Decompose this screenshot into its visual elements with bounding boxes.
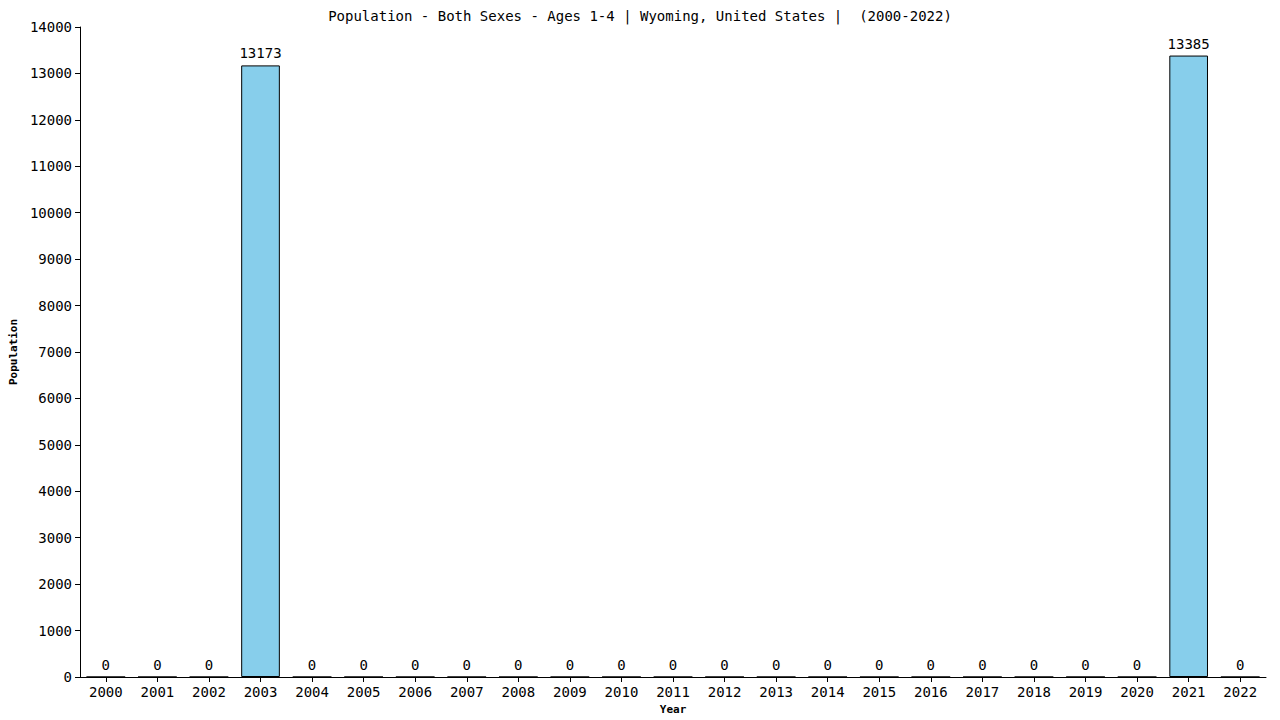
svg-text:0: 0: [359, 657, 367, 673]
svg-text:2002: 2002: [192, 684, 226, 700]
svg-text:0: 0: [463, 657, 471, 673]
svg-text:3000: 3000: [38, 530, 72, 546]
svg-text:0: 0: [669, 657, 677, 673]
svg-text:2019: 2019: [1069, 684, 1103, 700]
svg-text:2015: 2015: [862, 684, 896, 700]
svg-text:0: 0: [927, 657, 935, 673]
svg-text:0: 0: [308, 657, 316, 673]
svg-text:7000: 7000: [38, 344, 72, 360]
svg-text:2016: 2016: [914, 684, 948, 700]
svg-text:2020: 2020: [1120, 684, 1154, 700]
svg-text:14000: 14000: [30, 19, 72, 35]
svg-text:2006: 2006: [398, 684, 432, 700]
svg-text:5000: 5000: [38, 437, 72, 453]
svg-text:2004: 2004: [295, 684, 329, 700]
svg-text:2009: 2009: [553, 684, 587, 700]
svg-text:0: 0: [102, 657, 110, 673]
svg-text:10000: 10000: [30, 205, 72, 221]
svg-text:0: 0: [1081, 657, 1089, 673]
svg-text:11000: 11000: [30, 158, 72, 174]
svg-text:Population: Population: [7, 319, 20, 385]
svg-text:Year: Year: [660, 703, 687, 716]
svg-text:0: 0: [411, 657, 419, 673]
svg-text:2013: 2013: [759, 684, 793, 700]
svg-text:0: 0: [720, 657, 728, 673]
svg-text:0: 0: [566, 657, 574, 673]
svg-text:2014: 2014: [811, 684, 845, 700]
svg-text:2005: 2005: [347, 684, 381, 700]
svg-text:6000: 6000: [38, 390, 72, 406]
svg-text:0: 0: [1236, 657, 1244, 673]
svg-text:13173: 13173: [239, 45, 281, 61]
svg-text:0: 0: [64, 669, 72, 685]
svg-text:0: 0: [823, 657, 831, 673]
svg-text:2012: 2012: [708, 684, 742, 700]
svg-text:0: 0: [153, 657, 161, 673]
svg-text:0: 0: [772, 657, 780, 673]
svg-text:2000: 2000: [38, 576, 72, 592]
svg-text:0: 0: [205, 657, 213, 673]
svg-text:2010: 2010: [605, 684, 639, 700]
svg-text:2018: 2018: [1017, 684, 1051, 700]
svg-text:2008: 2008: [501, 684, 535, 700]
svg-text:0: 0: [514, 657, 522, 673]
svg-text:13000: 13000: [30, 65, 72, 81]
svg-text:2001: 2001: [141, 684, 175, 700]
svg-text:12000: 12000: [30, 112, 72, 128]
svg-text:0: 0: [617, 657, 625, 673]
svg-text:4000: 4000: [38, 483, 72, 499]
svg-text:9000: 9000: [38, 251, 72, 267]
svg-text:2022: 2022: [1223, 684, 1257, 700]
svg-text:0: 0: [1030, 657, 1038, 673]
svg-text:Population - Both Sexes - Ages: Population - Both Sexes - Ages 1-4 | Wyo…: [328, 8, 952, 25]
svg-text:2011: 2011: [656, 684, 690, 700]
svg-text:2021: 2021: [1172, 684, 1206, 700]
svg-text:2017: 2017: [966, 684, 1000, 700]
svg-text:0: 0: [978, 657, 986, 673]
svg-text:2007: 2007: [450, 684, 484, 700]
svg-text:8000: 8000: [38, 298, 72, 314]
svg-text:0: 0: [1133, 657, 1141, 673]
svg-text:0: 0: [875, 657, 883, 673]
svg-text:2000: 2000: [89, 684, 123, 700]
svg-text:13385: 13385: [1168, 36, 1210, 52]
svg-text:2003: 2003: [244, 684, 278, 700]
svg-text:1000: 1000: [38, 623, 72, 639]
